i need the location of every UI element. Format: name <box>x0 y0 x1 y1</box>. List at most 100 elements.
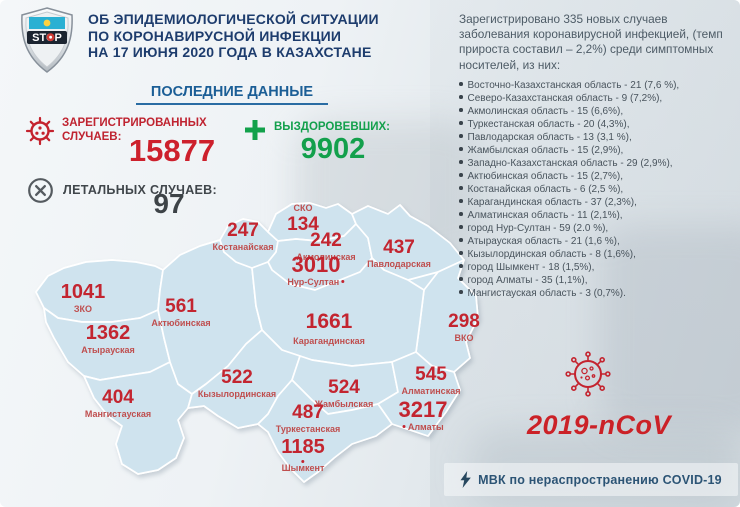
recovered-value: 9902 <box>300 133 366 165</box>
lethal-cases-label: ЛЕТАЛЬНЫХ СЛУЧАЕВ: <box>63 183 217 197</box>
region-case-count: 3217 <box>398 397 448 422</box>
region-name: Костанайская <box>212 241 274 252</box>
region-case-count: 1041 <box>60 281 106 303</box>
report-list-item: Мангистауская область - 3 (0,7%). <box>459 287 731 300</box>
report-list-item: Восточно-Казахстанская область - 21 (7,6… <box>459 79 731 92</box>
report-list-item: Жамбылская область - 15 (2,9%), <box>459 144 731 157</box>
region-name: СКО <box>293 203 313 213</box>
region-name: ВКО <box>454 332 474 343</box>
map-region-label-aktobe: 561 Актюбинская <box>151 297 210 328</box>
x-circle-icon <box>28 178 53 203</box>
virus-caption: 2019-nCoV <box>526 410 672 440</box>
footer-label: МВК по нераспространению COVID-19 <box>478 472 722 487</box>
map-region-label-turkestan: 487 Туркестанская <box>276 403 341 434</box>
plus-icon <box>245 120 265 140</box>
map-region-label-kostanay: 247 Костанайская <box>212 221 273 252</box>
region-case-count: 3010 <box>291 252 341 277</box>
footer-band: МВК по нераспространению COVID-19 <box>444 463 738 496</box>
region-case-count: 1185 <box>281 436 325 458</box>
city-marker-dot <box>402 425 406 429</box>
region-case-count: 1362 <box>85 322 131 344</box>
map-region-label-kyzylorda: 522 Кызылординская <box>198 368 276 399</box>
region-shape-almaty <box>377 351 461 437</box>
page-title: ОБ ЭПИДЕМИОЛОГИЧЕСКОЙ СИТУАЦИИ ПО КОРОНА… <box>88 11 379 61</box>
lightning-icon <box>460 471 471 488</box>
region-case-count: 524 <box>328 377 360 398</box>
region-name: Жамбылская <box>314 398 374 409</box>
report-list-item: Карагандинская область - 37 (2,3%), <box>459 196 731 209</box>
report-list-item: Алматинская область - 11 (2,1%), <box>459 209 731 222</box>
map-region-label-akmola: 242 Акмолинская <box>296 231 355 262</box>
region-name: Акмолинская <box>296 251 356 262</box>
registered-cases-value: 15877 <box>128 133 216 168</box>
region-case-count: 545 <box>415 364 447 385</box>
region-case-count: 522 <box>221 367 253 388</box>
report-list-item: город Алматы - 35 (1,1%), <box>459 274 731 287</box>
map-region-label-vko: 298 ВКО <box>448 312 480 343</box>
report-intro: Зарегистрировано 335 новых случаев забол… <box>459 12 723 72</box>
map-region-label-mangystau: 404 Мангистауская <box>85 388 151 419</box>
region-case-count: 134 <box>287 214 319 235</box>
region-name: Алматы <box>399 423 448 432</box>
city-marker-dot <box>281 459 324 463</box>
region-case-count: 487 <box>292 402 324 423</box>
report-list-item: Атырауская область - 21 (1,6 %), <box>459 235 731 248</box>
map-region-label-almaty-city: 3217 Алматы <box>399 398 448 432</box>
region-name: Атырауская <box>81 345 135 355</box>
region-name: Кызылординская <box>197 388 277 399</box>
region-name: Туркестанская <box>275 423 341 434</box>
city-marker-dot <box>341 280 345 284</box>
report-list-item: Западно-Казахстанская область - 29 (2,9%… <box>459 157 731 170</box>
report-list-item: Кызылординская область - 8 (1,6%), <box>459 248 731 261</box>
registered-cases-label: ЗАРЕГИСТРИРОВАННЫХ СЛУЧАЕВ: <box>62 117 207 143</box>
lethal-cases-value: 97 <box>153 188 185 219</box>
map-region-label-nursultan: 3010 Нур-Султан <box>287 252 345 287</box>
region-name: Мангистауская <box>84 408 152 419</box>
stop-shield-logo: STOP <box>16 6 78 79</box>
coronavirus-outline-icon <box>565 351 611 397</box>
title-line: ПО КОРОНАВИРУСНОЙ ИНФЕКЦИИ <box>88 27 342 44</box>
report-list-item: город Шымкент - 18 (1,5%), <box>459 261 731 274</box>
region-case-count: 247 <box>227 220 259 241</box>
region-name: ЗКО <box>73 304 93 314</box>
report-list-item: Павлодарская область - 13 (3,1 %), <box>459 131 731 144</box>
report-list-item: город Нур-Султан - 59 (2.0 %), <box>459 222 731 235</box>
title-line: НА 17 ИЮНЯ 2020 ГОДА В КАЗАХСТАНЕ <box>88 44 372 60</box>
map-region-label-zko: 1041 ЗКО <box>61 282 106 314</box>
map-region-label-atyrau: 1362 Атырауская <box>81 323 135 355</box>
region-shape-turkestan <box>257 379 393 483</box>
region-case-count: 242 <box>310 230 342 251</box>
region-name: Актюбинская <box>151 317 211 328</box>
region-case-count: 298 <box>448 311 480 332</box>
daily-report-panel: Зарегистрировано 335 новых случаев забол… <box>459 12 731 300</box>
virus-icon <box>25 116 55 146</box>
recovered-label: ВЫЗДОРОВЕВШИХ: <box>274 121 390 133</box>
region-name: Шымкент <box>281 463 325 473</box>
latest-data-heading: ПОСЛЕДНИЕ ДАННЫЕ <box>136 84 328 105</box>
report-region-list: Восточно-Казахстанская область - 21 (7,6… <box>459 79 731 300</box>
map-region-label-pavlodar: 437 Павлодарская <box>367 238 431 269</box>
map-region-label-zhambyl: 524 Жамбылская <box>315 378 373 409</box>
region-name: Алматинская <box>401 385 461 396</box>
region-name: Карагандинская <box>293 336 365 347</box>
report-list-item: Северо-Казахстанская область - 9 (7,2%), <box>459 92 731 105</box>
region-shape-mangystau <box>83 361 193 475</box>
report-list-item: Акмолинская область - 15 (6,6%), <box>459 105 731 118</box>
region-case-count: 404 <box>102 387 134 408</box>
shield-icon: STOP <box>21 7 73 73</box>
title-line: ОБ ЭПИДЕМИОЛОГИЧЕСКОЙ СИТУАЦИИ <box>88 11 379 27</box>
report-list-item: Актюбинская область - 15 (2,7%), <box>459 170 731 183</box>
report-list-item: Костанайская область - 6 (2,5 %), <box>459 183 731 196</box>
region-name: Нур-Султан <box>287 278 345 287</box>
region-name: Павлодарская <box>367 258 431 269</box>
region-case-count: 561 <box>165 296 197 317</box>
region-case-count: 1661 <box>305 310 353 333</box>
map-region-label-almaty-region: 545 Алматинская <box>402 365 461 396</box>
map-region-label-shymkent: 1185 Шымкент <box>281 437 324 473</box>
report-list-item: Туркестанская область - 20 (4,3%), <box>459 118 731 131</box>
region-case-count: 437 <box>383 237 415 258</box>
map-region-label-sko: СКО 134 <box>287 204 319 235</box>
map-region-label-karaganda: 1661 Карагандинская <box>293 310 365 347</box>
